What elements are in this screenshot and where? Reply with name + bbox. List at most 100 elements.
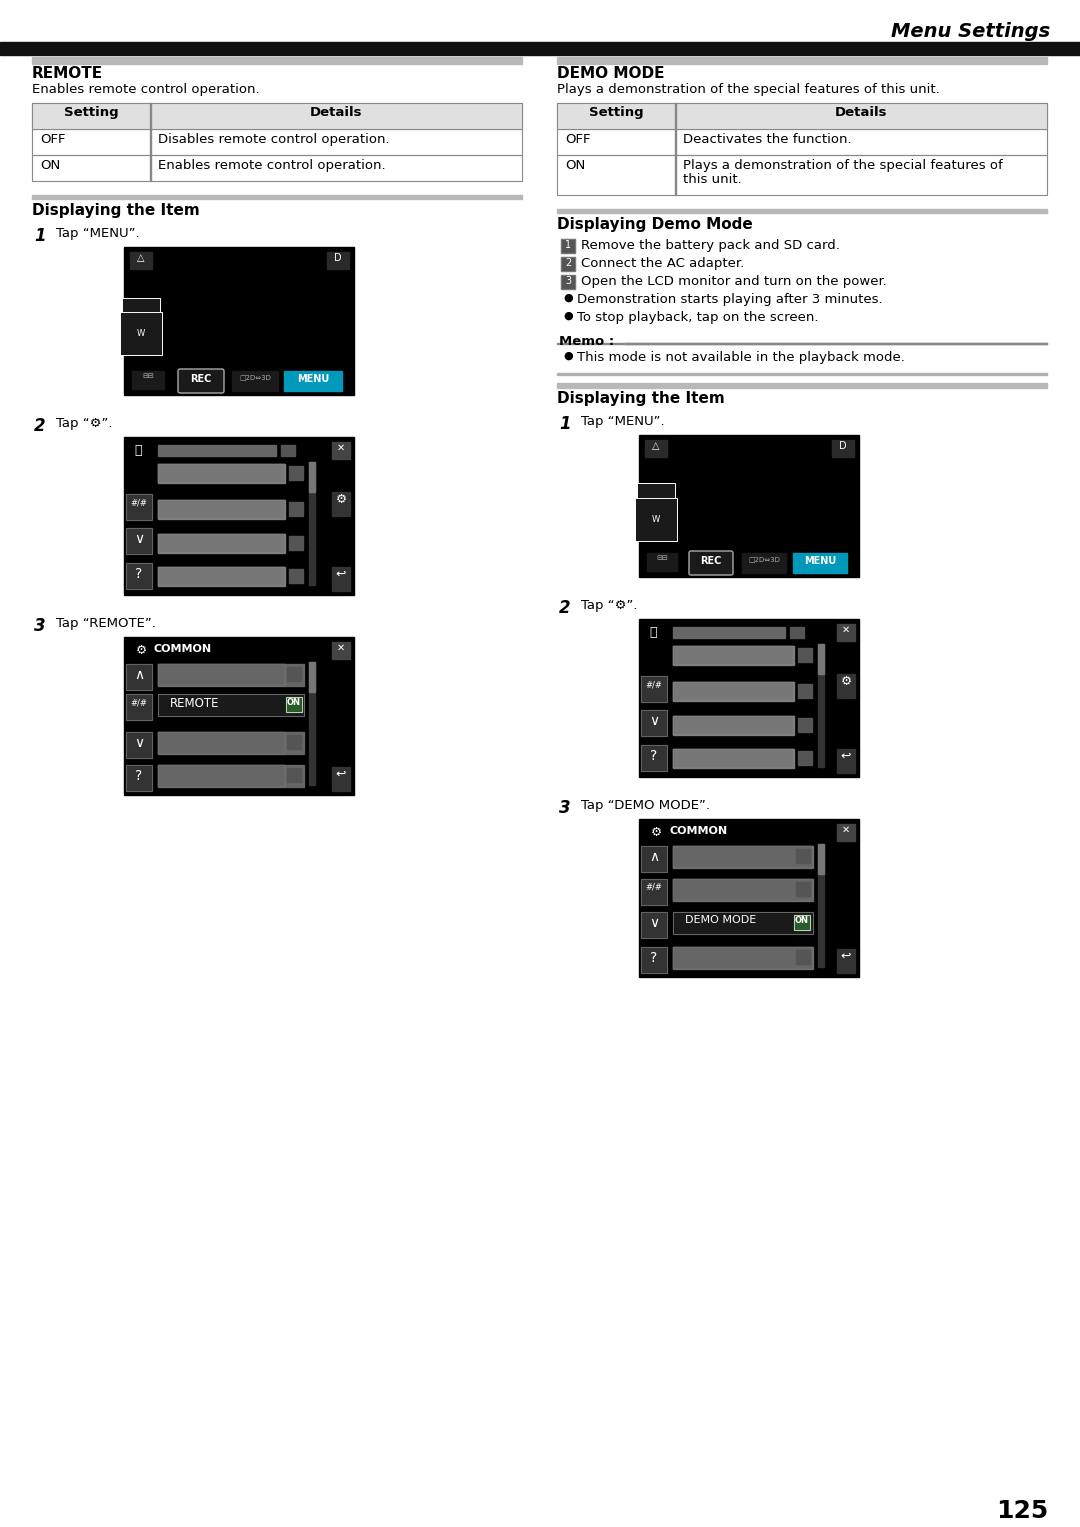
Text: REMOTE: REMOTE: [32, 66, 103, 81]
Text: ∨: ∨: [134, 531, 144, 547]
Bar: [832, 440, 854, 457]
Text: ⚙: ⚙: [336, 493, 347, 505]
Bar: [309, 463, 315, 492]
Text: To stop playback, tap on the screen.: To stop playback, tap on the screen.: [577, 312, 819, 324]
Bar: [158, 664, 285, 686]
Bar: [642, 947, 667, 973]
Text: 2: 2: [565, 258, 571, 269]
Bar: [0, 43, 1080, 55]
Bar: [796, 950, 810, 964]
Bar: [32, 102, 522, 128]
Text: Tap “DEMO MODE”.: Tap “DEMO MODE”.: [581, 799, 710, 812]
Text: Tap “MENU”.: Tap “MENU”.: [581, 415, 664, 428]
Bar: [673, 716, 794, 734]
Text: ●: ●: [563, 312, 572, 321]
Bar: [126, 731, 152, 757]
Bar: [124, 437, 354, 596]
Text: ?: ?: [135, 567, 143, 580]
Bar: [158, 693, 303, 716]
Bar: [158, 464, 285, 483]
Text: ON: ON: [40, 159, 60, 173]
Bar: [673, 880, 813, 901]
Text: ON: ON: [287, 698, 301, 707]
Bar: [642, 846, 667, 872]
Bar: [642, 912, 667, 938]
Bar: [793, 553, 847, 573]
Text: ⊟⊟: ⊟⊟: [143, 373, 153, 379]
Bar: [557, 128, 1047, 156]
Bar: [561, 257, 575, 270]
Bar: [287, 768, 301, 782]
Bar: [837, 825, 855, 841]
Text: ●: ●: [563, 293, 572, 302]
Bar: [32, 56, 522, 64]
Text: Demonstration starts playing after 3 minutes.: Demonstration starts playing after 3 min…: [577, 293, 882, 305]
Bar: [818, 844, 824, 967]
Bar: [796, 849, 810, 863]
Bar: [794, 915, 810, 930]
Bar: [132, 371, 164, 389]
Bar: [561, 257, 575, 270]
Bar: [130, 252, 152, 269]
Bar: [642, 947, 667, 973]
Text: △: △: [652, 441, 660, 450]
Bar: [286, 696, 302, 712]
Bar: [126, 563, 152, 589]
Text: Menu Settings: Menu Settings: [891, 21, 1050, 41]
Bar: [798, 718, 812, 731]
Text: #/#: #/#: [131, 498, 148, 507]
Bar: [642, 912, 667, 938]
Bar: [673, 646, 794, 664]
Text: Tap “REMOTE”.: Tap “REMOTE”.: [56, 617, 156, 631]
Bar: [673, 750, 794, 768]
Text: D: D: [334, 253, 341, 263]
Text: ✕: ✕: [337, 443, 346, 454]
Text: Open the LCD monitor and turn on the power.: Open the LCD monitor and turn on the pow…: [581, 275, 887, 289]
Bar: [126, 765, 152, 791]
Text: T: T: [653, 499, 659, 508]
Bar: [126, 563, 152, 589]
Bar: [32, 128, 522, 156]
Bar: [309, 463, 315, 585]
Text: T: T: [138, 315, 144, 324]
Bar: [287, 667, 301, 681]
Bar: [287, 734, 301, 750]
Text: ?: ?: [135, 770, 143, 783]
Bar: [289, 536, 303, 550]
Text: ?: ?: [650, 951, 658, 965]
Text: 3: 3: [33, 617, 45, 635]
Bar: [124, 637, 354, 796]
Text: OFF: OFF: [40, 133, 66, 147]
Bar: [284, 371, 342, 391]
Bar: [32, 195, 522, 199]
Text: ∨: ∨: [649, 715, 659, 728]
Bar: [289, 570, 303, 583]
Bar: [289, 502, 303, 516]
Bar: [645, 440, 667, 457]
Bar: [32, 156, 522, 182]
Bar: [673, 947, 813, 970]
Text: Displaying the Item: Displaying the Item: [32, 203, 200, 218]
Bar: [642, 676, 667, 702]
Text: Displaying the Item: Displaying the Item: [557, 391, 725, 406]
Text: ✕: ✕: [842, 825, 850, 835]
Text: 2: 2: [559, 599, 570, 617]
Text: Displaying Demo Mode: Displaying Demo Mode: [557, 217, 753, 232]
Text: ON: ON: [565, 159, 585, 173]
Bar: [642, 745, 667, 771]
Bar: [673, 912, 813, 935]
Bar: [642, 710, 667, 736]
Text: ↩: ↩: [336, 768, 347, 780]
Bar: [642, 710, 667, 736]
Text: Details: Details: [835, 105, 888, 119]
Bar: [561, 275, 575, 289]
Text: 1: 1: [559, 415, 570, 434]
Bar: [639, 818, 859, 977]
Bar: [642, 880, 667, 906]
Text: #/#: #/#: [131, 698, 148, 707]
Bar: [158, 731, 285, 754]
Bar: [158, 444, 276, 457]
Text: MENU: MENU: [297, 374, 329, 383]
Text: ?: ?: [650, 750, 658, 764]
Text: D: D: [839, 441, 847, 450]
